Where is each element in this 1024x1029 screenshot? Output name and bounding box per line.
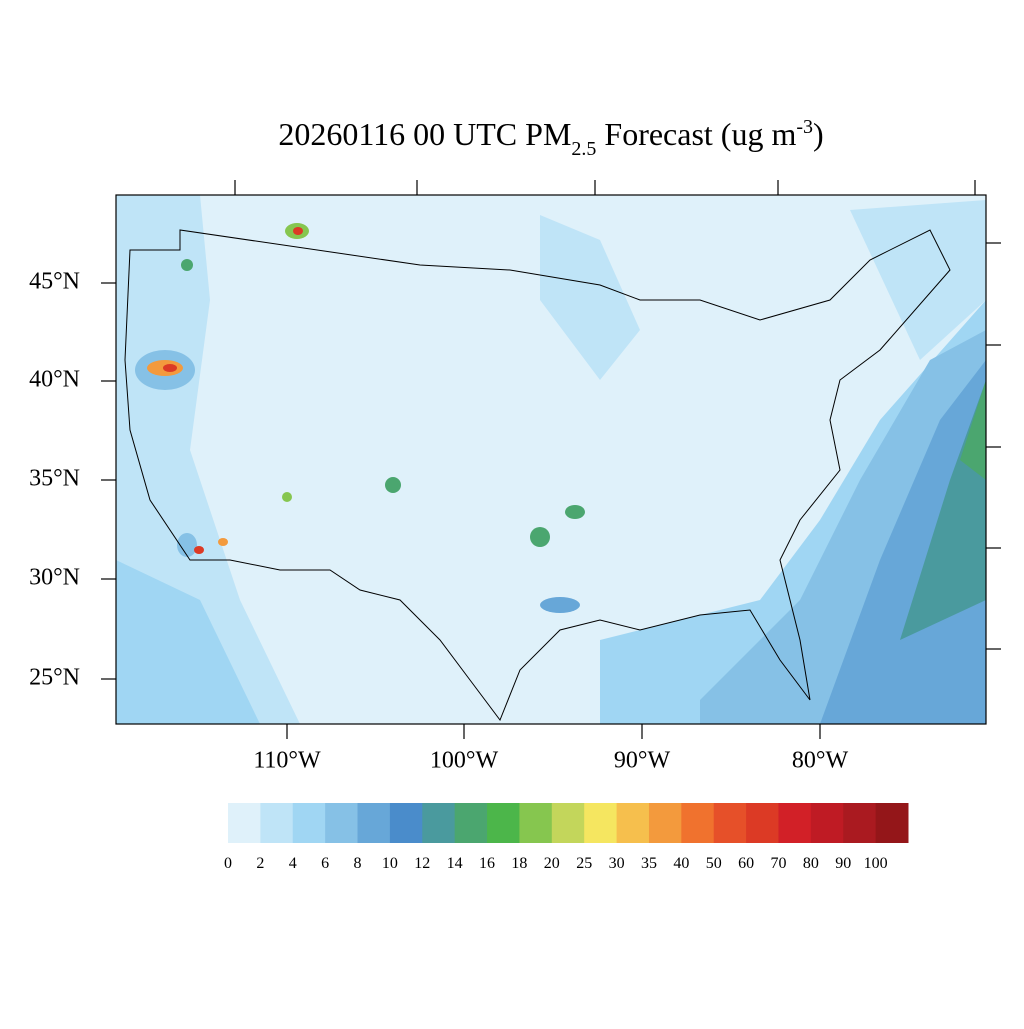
colorbar-label: 20	[544, 855, 560, 872]
colorbar-label: 35	[641, 855, 657, 872]
colorbar-box	[584, 803, 618, 843]
title-rest: Forecast (ug m	[596, 116, 796, 152]
lat-label: 40°N	[29, 367, 80, 393]
colorbar-label: 2	[256, 855, 264, 872]
lat-label: 25°N	[29, 665, 80, 691]
lat-label: 45°N	[29, 269, 80, 295]
colorbar-box	[389, 803, 423, 843]
colorbar-label: 100	[864, 855, 888, 872]
colorbar-label: 25	[576, 855, 592, 872]
colorbar: 0 2 4 6 8 10 12 14 16 18 20 25 30 35 40 50 60 70 80 90 100	[224, 803, 909, 872]
colorbar-box	[810, 803, 844, 843]
map-frame	[115, 194, 987, 725]
colorbar-box	[519, 803, 553, 843]
colorbar-label: 80	[803, 855, 819, 872]
colorbar-box	[648, 803, 682, 843]
colorbar-label: 70	[770, 855, 786, 872]
colorbar-label: 8	[354, 855, 362, 872]
colorbar-label: 40	[673, 855, 689, 872]
colorbar-box	[422, 803, 456, 843]
colorbar-box	[487, 803, 520, 843]
colorbar-box	[228, 803, 261, 843]
colorbar-label: 0	[224, 855, 232, 872]
colorbar-box	[681, 803, 715, 843]
colorbar-label: 60	[738, 855, 754, 872]
axis-labels: 45°N 40°N 35°N 30°N 25°N 110°W 100°W 90°W 80°W	[29, 269, 848, 774]
colorbar-label: 4	[289, 855, 297, 872]
lat-label: 35°N	[29, 466, 80, 492]
title-sub: 2.5	[571, 138, 596, 160]
colorbar-box	[843, 803, 877, 843]
colorbar-box	[778, 803, 812, 843]
colorbar-label: 30	[609, 855, 625, 872]
colorbar-box	[292, 803, 326, 843]
colorbar-box	[357, 803, 391, 843]
title-sup: -3	[796, 116, 813, 138]
colorbar-label: 12	[414, 855, 430, 872]
title-main: 20260116 00 UTC PM	[278, 116, 571, 152]
colorbar-label: 90	[835, 855, 851, 872]
colorbar-box	[260, 803, 294, 843]
colorbar-label: 6	[321, 855, 329, 872]
colorbar-box	[713, 803, 747, 843]
colorbar-label: 16	[479, 855, 495, 872]
title: 20260116 00 UTC PM2.5 Forecast (ug m-3)	[278, 116, 823, 160]
colorbar-label: 50	[706, 855, 722, 872]
colorbar-label: 10	[382, 855, 398, 872]
colorbar-box	[325, 803, 359, 843]
lon-label: 110°W	[253, 748, 321, 774]
title-end: )	[813, 116, 824, 152]
colorbar-box	[551, 803, 585, 843]
colorbar-box	[875, 803, 909, 843]
colorbar-box	[746, 803, 779, 843]
lon-label: 80°W	[792, 748, 849, 774]
colorbar-label: 18	[511, 855, 527, 872]
lon-label: 100°W	[430, 748, 499, 774]
lon-label: 90°W	[614, 748, 671, 774]
map-field	[116, 195, 986, 724]
lat-label: 30°N	[29, 565, 80, 591]
colorbar-label: 14	[447, 855, 463, 872]
colorbar-box	[616, 803, 650, 843]
colorbar-box	[454, 803, 488, 843]
map-ticks	[101, 180, 1001, 739]
